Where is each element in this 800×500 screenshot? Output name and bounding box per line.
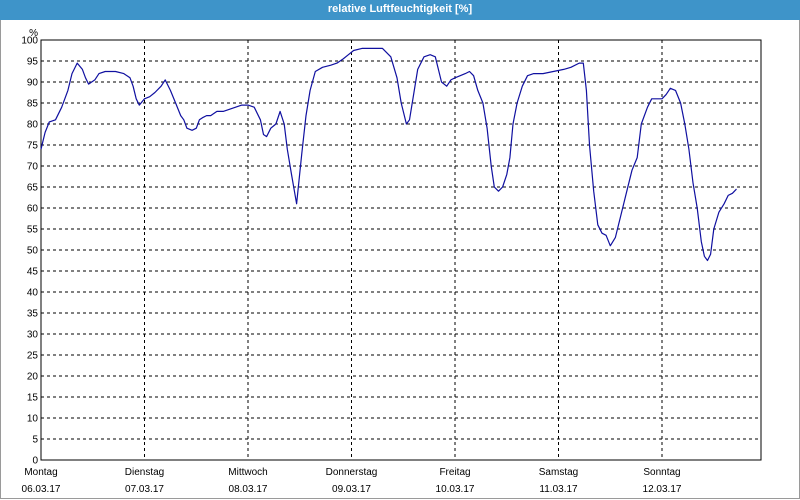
x-tick-date-label: 08.03.17: [229, 484, 268, 495]
y-tick-label: 10: [27, 414, 39, 425]
x-tick-date-label: 06.03.17: [22, 484, 61, 495]
y-tick-label: 45: [27, 267, 39, 278]
y-tick-label: 65: [27, 183, 39, 194]
y-tick-label: 0: [32, 456, 38, 467]
x-tick-date-label: 09.03.17: [332, 484, 371, 495]
x-tick-date-label: 12.03.17: [643, 484, 682, 495]
y-tick-label: 55: [27, 225, 39, 236]
chart-frame: 0 5 10 15 20 25 30 35 40 45 50 55 60 65 70 75 80 85 90 95 10…: [0, 20, 800, 499]
y-tick-label: 70: [27, 162, 39, 173]
y-tick-label: 50: [27, 246, 39, 257]
x-tick-date-label: 10.03.17: [436, 484, 475, 495]
y-tick-label: 30: [27, 330, 39, 341]
x-tick-date-label: 07.03.17: [125, 484, 164, 495]
x-tick-day-label: Samstag: [539, 467, 578, 478]
plot-border: [40, 39, 762, 461]
chart-title: relative Luftfeuchtigkeit [%]: [327, 3, 473, 15]
humidity-series-line: [40, 47, 737, 262]
humidity-line-chart: 0 5 10 15 20 25 30 35 40 45 50 55 60 65 70 75 80 85 90 95 10…: [21, 28, 762, 495]
y-tick-label: 95: [27, 57, 39, 68]
y-tick-label: 35: [27, 309, 39, 320]
y-tick-label: 60: [27, 204, 39, 215]
y-tick-label: 80: [27, 120, 39, 131]
x-tick-day-label: Montag: [24, 467, 57, 478]
x-tick-date-label: 11.03.17: [539, 484, 578, 495]
y-tick-label: 85: [27, 99, 39, 110]
x-tick-day-label: Sonntag: [643, 467, 680, 478]
x-tick-day-label: Mittwoch: [228, 467, 267, 478]
y-tick-label: 20: [27, 372, 39, 383]
y-axis-unit-label: %: [29, 28, 38, 39]
chart-title-bar: relative Luftfeuchtigkeit [%]: [0, 0, 800, 20]
x-tick-day-label: Donnerstag: [326, 467, 378, 478]
y-tick-label: 25: [27, 351, 39, 362]
x-tick-day-label: Dienstag: [125, 467, 164, 478]
x-tick-day-label: Freitag: [439, 467, 470, 478]
y-tick-label: 90: [27, 78, 39, 89]
y-tick-label: 5: [32, 435, 38, 446]
y-tick-label: 100: [21, 36, 38, 47]
y-tick-label: 75: [27, 141, 39, 152]
y-tick-label: 15: [27, 393, 39, 404]
y-tick-label: 40: [27, 288, 39, 299]
